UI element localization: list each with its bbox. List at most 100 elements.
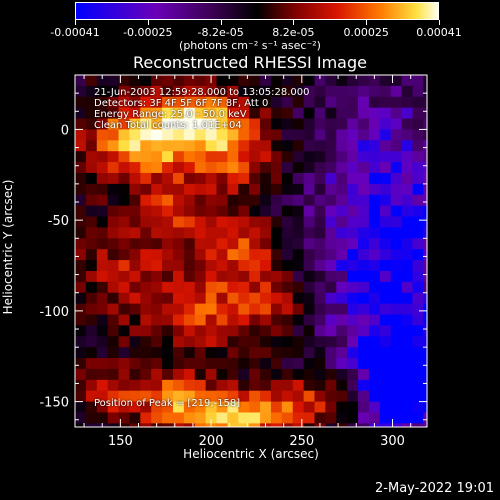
heatmap-cell bbox=[270, 238, 283, 250]
heatmap-cell bbox=[368, 216, 381, 229]
heatmap-cell bbox=[347, 423, 359, 427]
heatmap-cell bbox=[96, 238, 109, 250]
heatmap-cell bbox=[368, 75, 381, 87]
heatmap-cell bbox=[401, 96, 414, 109]
heatmap-cell bbox=[303, 379, 316, 392]
heatmap-cell bbox=[401, 368, 414, 381]
heatmap-cell bbox=[85, 129, 98, 141]
heatmap-cell bbox=[249, 151, 261, 163]
heatmap-cell bbox=[183, 183, 196, 196]
heatmap-cell bbox=[260, 238, 272, 250]
heatmap-cell bbox=[205, 379, 218, 392]
heatmap-cell bbox=[303, 107, 316, 120]
heatmap-cell bbox=[434, 238, 445, 249]
heatmap-cell bbox=[172, 194, 185, 207]
heatmap-cell bbox=[194, 194, 207, 207]
heatmap-cell bbox=[390, 423, 403, 427]
heatmap-cell bbox=[96, 140, 109, 152]
heatmap-cell bbox=[85, 281, 98, 294]
heatmap-cell bbox=[314, 194, 326, 207]
heatmap-cell bbox=[227, 368, 239, 381]
heatmap-cell bbox=[390, 151, 403, 163]
heatmap-cell bbox=[379, 162, 392, 174]
heatmap-cell bbox=[172, 325, 185, 337]
heatmap-cell bbox=[162, 368, 174, 381]
heatmap-cell bbox=[303, 347, 316, 359]
heatmap-cell bbox=[325, 358, 337, 370]
annotation-method: Clean Total counts: 1.01E+04 bbox=[94, 120, 242, 131]
heatmap-cell bbox=[151, 412, 163, 424]
y-tick-label: -150 bbox=[39, 396, 69, 411]
heatmap-cell bbox=[281, 379, 294, 392]
heatmap-cell bbox=[423, 75, 427, 87]
heatmap-cell bbox=[325, 129, 337, 141]
heatmap-cell bbox=[172, 314, 185, 326]
heatmap-cell bbox=[238, 390, 250, 403]
heatmap-cell bbox=[216, 162, 229, 174]
heatmap-cell bbox=[118, 194, 131, 207]
heatmap-cell bbox=[118, 325, 131, 337]
heatmap-cell bbox=[401, 205, 414, 218]
heatmap-cell bbox=[336, 314, 348, 326]
heatmap-cell bbox=[96, 85, 109, 98]
heatmap-cell bbox=[129, 390, 141, 403]
heatmap-cell bbox=[314, 85, 326, 98]
heatmap-cell bbox=[205, 249, 218, 261]
heatmap-cell bbox=[303, 390, 316, 403]
heatmap-cell bbox=[379, 216, 392, 229]
heatmap-cell bbox=[85, 172, 98, 185]
heatmap-cell bbox=[118, 303, 131, 316]
heatmap-cell bbox=[292, 412, 305, 424]
heatmap-cell bbox=[314, 270, 326, 283]
heatmap-cell bbox=[151, 325, 163, 337]
heatmap-cell bbox=[249, 96, 261, 109]
heatmap-cell bbox=[336, 368, 348, 381]
heatmap-cell bbox=[347, 118, 359, 131]
heatmap-cell bbox=[75, 140, 87, 152]
heatmap-cell bbox=[172, 336, 185, 348]
heatmap-cell bbox=[260, 325, 272, 337]
heatmap-cell bbox=[238, 140, 250, 152]
heatmap-cell bbox=[325, 325, 337, 337]
heatmap-cell bbox=[118, 336, 131, 348]
heatmap-cell bbox=[227, 292, 239, 305]
heatmap-cell bbox=[412, 140, 424, 152]
heatmap-cell bbox=[96, 292, 109, 305]
heatmap-cell bbox=[347, 325, 359, 337]
chart-title: Reconstructed RHESSI Image bbox=[133, 53, 367, 72]
heatmap-cell bbox=[401, 412, 414, 424]
heatmap-cell bbox=[303, 205, 316, 218]
heatmap-cell bbox=[151, 238, 163, 250]
heatmap-cell bbox=[325, 96, 337, 109]
heatmap-cell bbox=[434, 282, 445, 293]
heatmap-cell bbox=[140, 434, 151, 445]
heatmap-cell bbox=[270, 325, 283, 337]
heatmap-cell bbox=[347, 227, 359, 239]
heatmap-cell bbox=[270, 347, 283, 359]
heatmap-cell bbox=[281, 140, 294, 152]
heatmap-cell bbox=[183, 129, 196, 141]
heatmap-cell bbox=[281, 172, 294, 185]
heatmap-cell bbox=[216, 347, 229, 359]
heatmap-cell bbox=[281, 216, 294, 229]
heatmap-cell bbox=[358, 205, 370, 218]
heatmap-cell bbox=[281, 85, 294, 98]
heatmap-cell bbox=[325, 194, 337, 207]
x-tick-label: 200 bbox=[199, 434, 224, 449]
heatmap-cell bbox=[151, 249, 163, 261]
heatmap-cell bbox=[292, 162, 305, 174]
heatmap-cell bbox=[162, 151, 174, 163]
heatmap-cell bbox=[85, 347, 98, 359]
heatmap-cell bbox=[205, 227, 218, 239]
heatmap-cell bbox=[85, 358, 98, 370]
heatmap-cell bbox=[227, 390, 239, 403]
heatmap-cell bbox=[140, 303, 152, 316]
heatmap-cell bbox=[434, 315, 445, 326]
heatmap-cell bbox=[227, 270, 239, 283]
heatmap-cell bbox=[368, 292, 381, 305]
heatmap-cell bbox=[216, 260, 229, 272]
heatmap-cell bbox=[314, 368, 326, 381]
heatmap-cell bbox=[238, 238, 250, 250]
heatmap-cell bbox=[107, 390, 120, 403]
heatmap-cell bbox=[140, 390, 152, 403]
